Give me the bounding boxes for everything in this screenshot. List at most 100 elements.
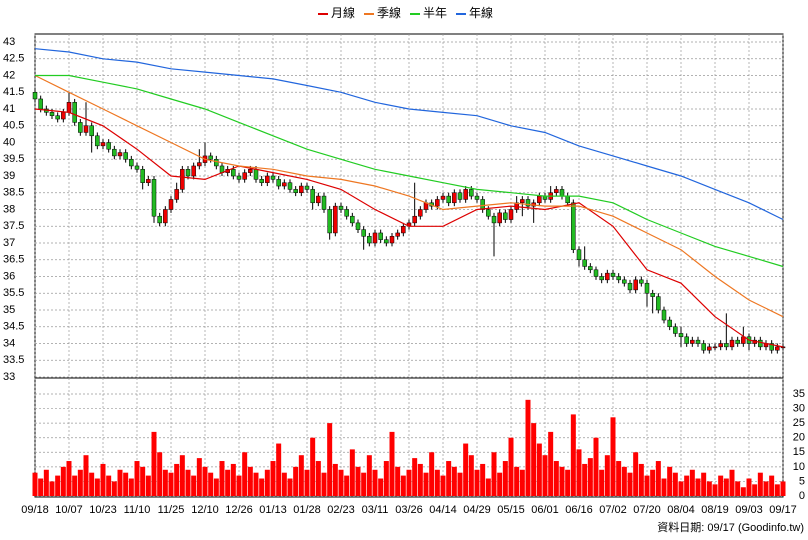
y-tick-label: 42.5 <box>3 53 24 65</box>
candle-body <box>270 175 276 180</box>
volume-bar <box>293 466 299 496</box>
volume-bar <box>66 461 72 496</box>
candle-body <box>656 296 661 311</box>
candle-body <box>605 272 610 281</box>
candle-body <box>259 179 264 183</box>
volume-bar <box>55 475 61 496</box>
y-tick-label: 38.5 <box>3 187 24 199</box>
candle-body <box>140 169 145 183</box>
candle-body <box>678 333 684 338</box>
volume-bar <box>752 484 758 496</box>
volume-bar <box>72 475 78 496</box>
candle-body <box>151 179 157 217</box>
volume-bar <box>536 443 542 496</box>
volume-bar <box>633 452 639 496</box>
volume-bar <box>740 487 746 496</box>
candle-body <box>667 319 672 327</box>
candle-body <box>650 293 655 297</box>
candle-body <box>310 189 315 204</box>
volume-bar <box>695 478 701 496</box>
y2-tick-label: 25 <box>793 417 805 429</box>
volume-bar <box>417 463 423 496</box>
volume-bar <box>315 461 321 496</box>
candle-body <box>49 112 55 116</box>
y-tick-label: 33.5 <box>3 354 24 366</box>
x-tick-label: 06/16 <box>565 504 593 516</box>
candle-body <box>452 192 457 204</box>
volume-bar <box>196 458 202 496</box>
volume-bar <box>298 455 304 496</box>
candle-body <box>554 189 559 193</box>
volume-bar <box>689 469 695 496</box>
candle-body <box>610 272 616 277</box>
volume-bar <box>451 466 457 496</box>
volume-bar <box>542 455 548 496</box>
volume-bar <box>162 469 168 496</box>
candle-body <box>304 185 310 190</box>
candle-body <box>384 239 389 244</box>
volume-bar <box>638 463 644 496</box>
volume-bar <box>434 469 440 496</box>
volume-bar <box>361 472 367 496</box>
volume-bar <box>514 466 520 496</box>
candle-body <box>520 199 525 204</box>
volume-bar <box>491 452 497 496</box>
volume-bar <box>247 466 253 496</box>
volume-bar <box>480 463 486 496</box>
volume-bar <box>253 472 259 496</box>
y-tick-label: 33 <box>3 371 15 383</box>
volume-bar <box>378 478 384 496</box>
candle-body <box>253 169 259 180</box>
x-tick-label: 02/23 <box>327 504 355 516</box>
candle-body <box>565 195 570 204</box>
volume-bar <box>123 472 129 496</box>
candle-body <box>367 236 372 244</box>
candle-body <box>180 169 185 190</box>
volume-bar <box>174 463 180 496</box>
candle-body <box>718 343 723 348</box>
candle-body <box>401 226 406 234</box>
volume-bar <box>225 469 231 496</box>
candle-body <box>242 172 247 180</box>
volume-bar <box>423 472 429 496</box>
volume-bar <box>157 452 163 496</box>
legend-label: 半年 <box>423 6 447 20</box>
volume-bar <box>327 423 333 496</box>
candle-body <box>729 339 735 348</box>
y2-tick-label: 0 <box>799 490 805 502</box>
ma-line <box>34 74 784 318</box>
volume-bar <box>672 472 678 496</box>
volume-bar <box>145 475 151 496</box>
volume-bar <box>678 481 684 496</box>
volume-bar <box>604 455 610 496</box>
candle-body <box>316 195 321 204</box>
candle-body <box>197 162 202 167</box>
volume-bar <box>236 475 242 496</box>
x-tick-label: 04/29 <box>463 504 491 516</box>
volume-bar <box>310 437 316 496</box>
candle-body <box>134 165 140 170</box>
volume-bar <box>38 478 44 496</box>
y-tick-label: 41.5 <box>3 86 24 98</box>
candle-body <box>446 195 451 204</box>
candle-body <box>463 189 468 200</box>
candle-body <box>333 205 338 234</box>
x-tick-label: 08/04 <box>667 504 695 516</box>
volume-bar <box>610 417 616 496</box>
volume-bar <box>106 475 112 496</box>
volume-bar <box>457 472 463 496</box>
y2-tick-label: 10 <box>793 461 805 473</box>
volume-bar <box>32 472 38 496</box>
volume-bar <box>587 458 593 496</box>
candle-body <box>673 326 678 334</box>
volume-bar <box>202 466 208 496</box>
y-tick-label: 37 <box>3 237 15 249</box>
candle-body <box>758 339 763 348</box>
candle-body <box>276 179 281 187</box>
x-tick-label: 03/26 <box>395 504 423 516</box>
volume-bar <box>655 461 661 496</box>
volume-bar <box>718 475 724 496</box>
candle-body <box>61 112 66 120</box>
candle-body <box>695 339 701 344</box>
volume-bar <box>485 478 491 496</box>
